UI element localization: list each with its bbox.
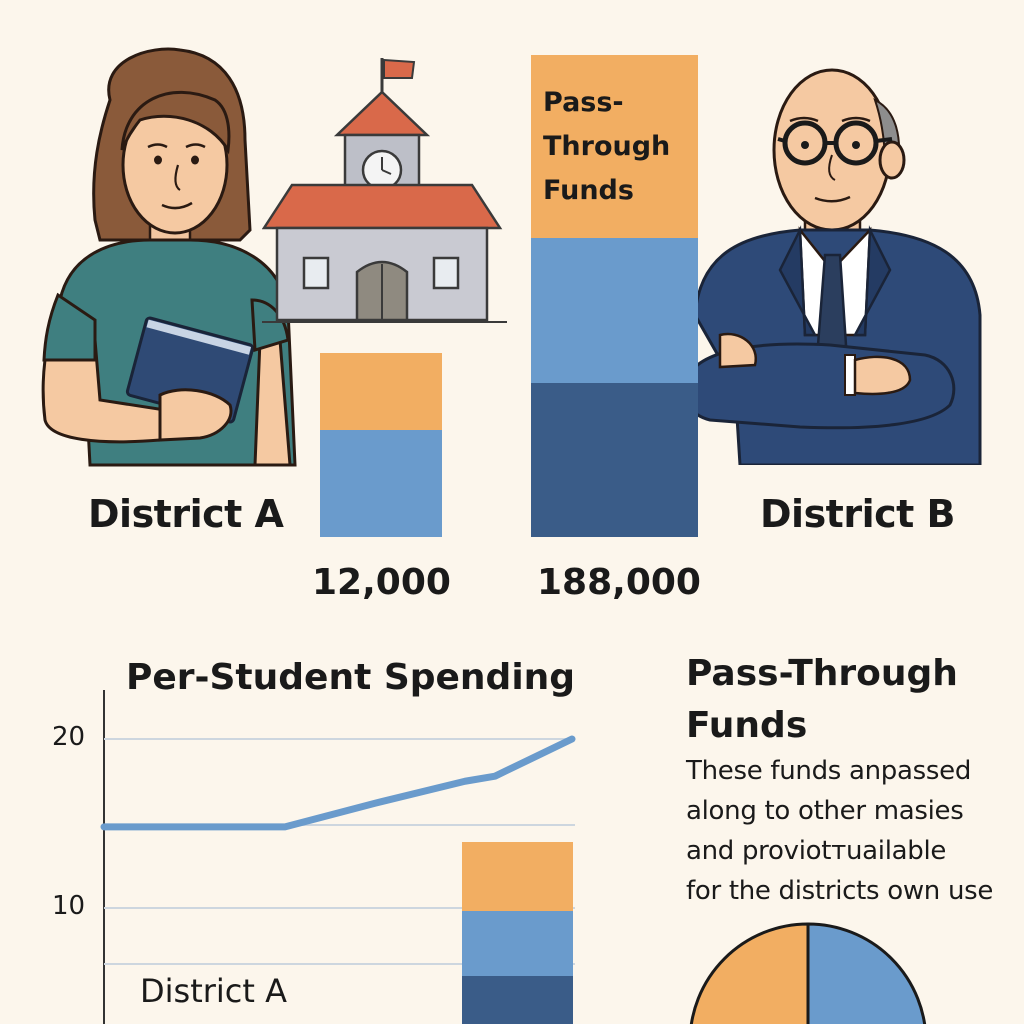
bar-label-line-2: Through [543,131,671,162]
bar-segment-dark-blue [462,976,573,1024]
y-tick-label-10: 10 [52,891,86,921]
note-line-4: for the districts own use [686,876,994,906]
chart-stacked-bar [462,842,573,1024]
bar-label-line-3: Funds [543,175,634,206]
per-student-spending-chart [100,690,576,1024]
note-line-1: These funds anpassed [686,756,972,786]
district-b-label: District B [760,492,956,536]
pie-slice-blue [806,922,927,1024]
district-a-label: District A [88,492,284,536]
y-tick-label-20: 20 [52,722,86,752]
pie-slice-orange [689,922,810,1024]
note-line-3: and proviotтuailable [686,836,947,866]
note-title-line-2: Funds [686,705,808,746]
bar-segment-orange [462,842,573,911]
schoolhouse-illustration [262,58,507,323]
bar-label: Pass- Through Funds [543,81,670,213]
bar-segment-dark-blue [531,383,698,537]
bar-segment-orange [531,55,698,238]
series-line-0 [100,735,576,831]
pie-chart [689,922,927,1024]
note-title-line-1: Pass-Through [686,653,958,694]
district-a-stacked-bar [320,353,442,537]
district-b-value: 188,000 [537,562,701,603]
man-with-glasses-arms-crossed-illustration [682,68,982,465]
bar-segment-blue [531,238,698,383]
chart-title: Per-Student Spending [126,657,576,698]
note-title: Pass-Through Funds [686,648,958,752]
bar-segment-orange [320,353,442,430]
district-b-stacked-bar: Pass- Through Funds [531,55,698,537]
chart-district-label: District A [140,972,287,1010]
district-a-value: 12,000 [312,562,451,603]
bar-label-line-1: Pass- [543,87,624,118]
bar-segment-blue [462,911,573,976]
woman-holding-book-illustration [41,47,297,467]
note-line-2: along to other masies [686,796,964,826]
bar-segment-blue [320,430,442,537]
note-body: These funds anpassed along to other masi… [686,751,993,911]
